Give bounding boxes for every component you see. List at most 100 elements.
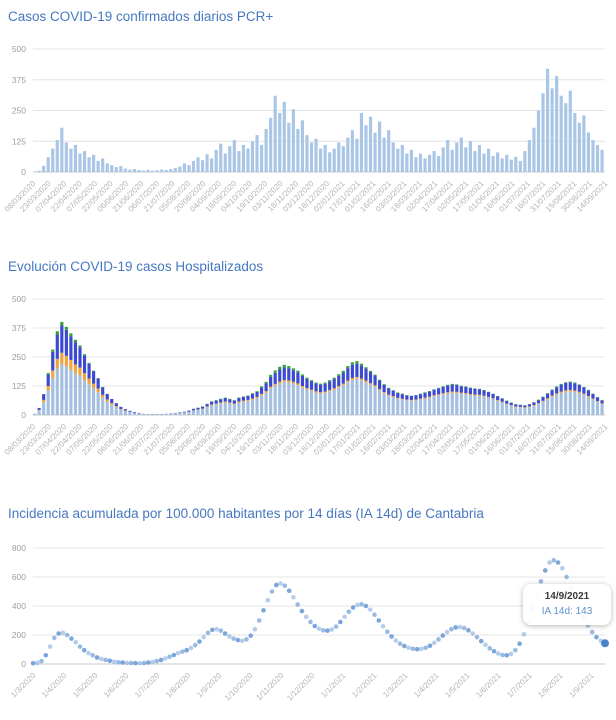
data-point [384,629,390,634]
data-point [34,660,40,665]
data-point [77,643,83,649]
data-point [389,633,394,639]
svg-text:1/4/2021: 1/4/2021 [412,670,441,699]
data-point [504,652,510,658]
data-point [175,650,181,656]
svg-text:125: 125 [12,381,26,391]
x-tick-labels: 08/03/202023/03/202007/04/202022/04/2020… [3,178,610,213]
data-point [107,658,113,663]
data-point [483,642,488,647]
x-tick-labels: 1/3/2020 1/4/2020 1/5/2020 1/6/2020 1/7/2020… [9,670,596,702]
data-point [171,652,177,657]
data-point [487,645,493,651]
data-point [410,646,416,651]
data-point [303,614,309,619]
data-point [517,641,522,646]
svg-text:1/5/2020: 1/5/2020 [71,670,100,699]
data-point [312,623,318,628]
data-point [282,583,288,588]
data-point [316,626,322,631]
data-point [218,627,224,633]
data-point [329,626,335,632]
svg-text:500: 500 [12,44,26,54]
data-point [513,647,518,653]
data-point [440,632,446,638]
data-point [227,633,232,639]
y-tick-labels: 0 125 250 375 500 [12,294,26,420]
svg-text:1/6/2020: 1/6/2020 [102,670,131,699]
svg-text:1/3/2020: 1/3/2020 [9,670,38,699]
tooltip-ia14d: 14/9/2021 IA 14d: 143 [523,584,611,626]
hospitalizados-stacked-bar-chart[interactable]: 0 125 250 375 500 08/03/202023/03/202007/04/2… [0,283,616,465]
data-point [90,652,96,658]
data-point [538,578,544,584]
data-point [150,659,155,664]
data-point [470,630,475,636]
data-point [431,640,437,645]
data-point [589,629,595,635]
y-tick-labels: 0 200 400 600 800 [12,543,26,669]
data-point [248,633,254,638]
data-point [69,635,74,641]
data-point [209,627,215,632]
data-point [474,634,480,640]
data-point [120,659,125,665]
data-point [47,643,53,649]
data-point [419,646,424,651]
tooltip-value: IA 14d: 143 [541,606,593,618]
svg-text:1/2/2021: 1/2/2021 [350,670,379,699]
data-point [495,650,501,656]
svg-text:0: 0 [21,659,26,669]
svg-text:1/8/2021: 1/8/2021 [536,670,565,699]
data-point [141,660,147,665]
data-point [98,656,104,661]
data-point [406,645,411,650]
data-point [103,657,108,662]
highlighted-data-point [601,638,609,647]
data-point [145,659,151,665]
data-point [124,660,130,665]
data-point [380,623,386,629]
svg-text:250: 250 [12,105,26,115]
svg-text:1/9/2020: 1/9/2020 [195,670,224,699]
data-point [350,604,356,610]
data-point [184,647,189,653]
data-point [491,648,497,654]
data-point [256,617,262,623]
data-point [180,649,185,654]
data-point [60,630,66,635]
svg-text:125: 125 [12,136,26,146]
x-tick-labels: 08/03/202023/03/202007/04/202022/04/2020… [3,422,610,457]
data-point [423,645,429,650]
data-point [338,619,343,624]
bars [33,68,604,172]
tooltip-date: 14/9/2021 [544,591,590,603]
data-point [320,627,326,633]
data-point [461,625,467,630]
data-point [500,652,505,657]
data-point [163,655,168,661]
data-point [137,660,143,666]
data-point [30,660,36,666]
svg-text:0: 0 [21,410,26,420]
data-point [453,624,458,630]
svg-text:600: 600 [12,572,26,582]
pcr-daily-bar-chart[interactable]: 0 125 250 375 500 08/03/202023/03/202007/04/2… [0,34,616,220]
data-point [128,660,134,665]
data-point [205,630,211,635]
chart-section-hospitalizados: Evolución COVID-19 casos Hospitalizados … [0,220,616,466]
data-point [367,606,373,612]
data-point [427,643,433,648]
data-point [436,636,441,642]
y-tick-labels: 0 125 250 375 500 [12,44,26,177]
data-point [81,647,87,653]
data-point [325,627,330,633]
data-point [278,580,283,586]
svg-text:375: 375 [12,323,26,333]
data-point [261,607,266,613]
data-point [197,638,202,644]
data-point [214,626,219,632]
data-point [167,654,172,659]
